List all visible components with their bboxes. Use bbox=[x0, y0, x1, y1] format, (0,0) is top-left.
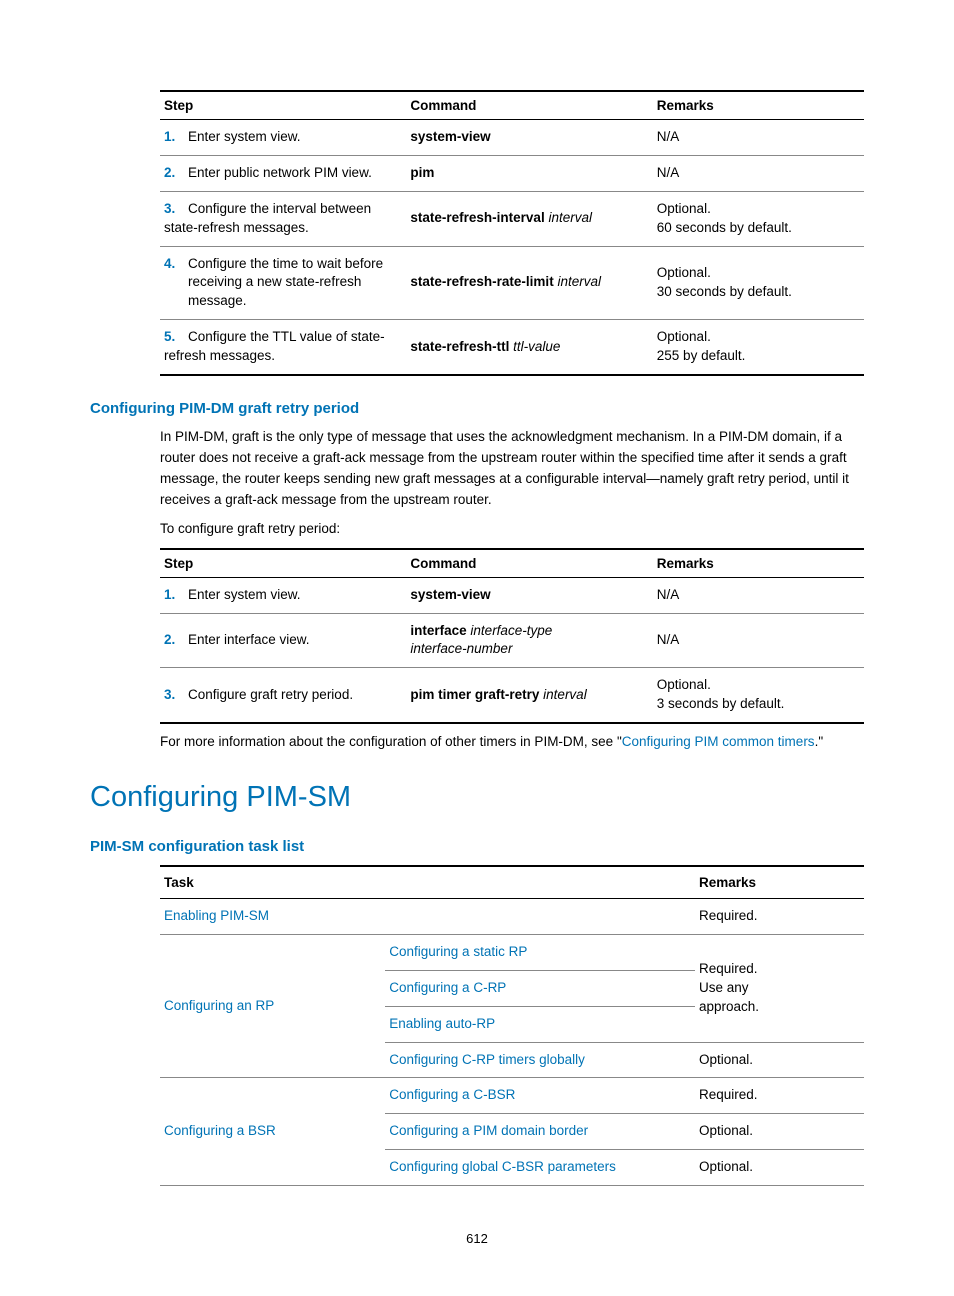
remarks-text: N/A bbox=[653, 613, 864, 668]
command-arg2: interface-number bbox=[410, 641, 512, 656]
remarks-line1: Optional. bbox=[657, 329, 711, 344]
command-bold: interface bbox=[410, 623, 466, 638]
command-arg: interval bbox=[554, 274, 601, 289]
command-bold: pim timer graft-retry bbox=[410, 687, 539, 702]
text-after-link: ." bbox=[815, 734, 824, 749]
command-bold: state-refresh-interval bbox=[410, 210, 544, 225]
table-row: 1.Enter system view. system-view N/A bbox=[160, 577, 864, 613]
link-config-c-bsr[interactable]: Configuring a C-BSR bbox=[389, 1087, 515, 1102]
th-command: Command bbox=[406, 91, 652, 120]
link-enable-auto-rp[interactable]: Enabling auto-RP bbox=[389, 1016, 495, 1031]
table-row: Enabling PIM-SM Required. bbox=[160, 899, 864, 935]
command-arg: interval bbox=[545, 210, 592, 225]
remarks-text: Optional. bbox=[695, 1114, 864, 1150]
table-row: 2.Enter public network PIM view. pim N/A bbox=[160, 155, 864, 191]
content-area: Step Command Remarks 1.Enter system view… bbox=[160, 90, 864, 376]
step-text: Enter interface view. bbox=[188, 632, 310, 647]
link-config-static-rp[interactable]: Configuring a static RP bbox=[389, 944, 527, 959]
page-number: 612 bbox=[0, 1231, 954, 1246]
remarks-merged: Required. Use any approach. bbox=[695, 934, 864, 1042]
link-config-pim-domain-border[interactable]: Configuring a PIM domain border bbox=[389, 1123, 588, 1138]
paragraph: In PIM-DM, graft is the only type of mes… bbox=[160, 427, 864, 511]
step-number: 3. bbox=[164, 200, 188, 219]
command-arg: ttl-value bbox=[509, 339, 560, 354]
remarks-line2: 3 seconds by default. bbox=[657, 696, 785, 711]
step-text: Enter system view. bbox=[188, 129, 301, 144]
command-arg: interval bbox=[539, 687, 586, 702]
step-number: 1. bbox=[164, 128, 188, 147]
step-text: Enter system view. bbox=[188, 587, 301, 602]
step-text: Configure the time to wait before receiv… bbox=[188, 255, 388, 312]
remarks-line: Required. bbox=[699, 961, 758, 976]
page-container: Step Command Remarks 1.Enter system view… bbox=[0, 0, 954, 1296]
graft-retry-config-table: Step Command Remarks 1.Enter system view… bbox=[160, 548, 864, 724]
remarks-text: Optional. bbox=[695, 1150, 864, 1186]
state-refresh-config-table: Step Command Remarks 1.Enter system view… bbox=[160, 90, 864, 376]
content-area: In PIM-DM, graft is the only type of mes… bbox=[160, 427, 864, 753]
table-row: Configuring a BSR Configuring a C-BSR Re… bbox=[160, 1078, 864, 1114]
step-number: 2. bbox=[164, 631, 188, 650]
link-config-c-rp[interactable]: Configuring a C-RP bbox=[389, 980, 506, 995]
paragraph-with-link: For more information about the configura… bbox=[160, 732, 864, 753]
link-configuring-a-bsr[interactable]: Configuring a BSR bbox=[164, 1123, 276, 1138]
remarks-line: Use any bbox=[699, 980, 749, 995]
table-row: 3.Configure the interval between state-r… bbox=[160, 191, 864, 246]
command-text: system-view bbox=[410, 129, 490, 144]
remarks-text: N/A bbox=[653, 120, 864, 156]
heading-configuring-pim-sm: Configuring PIM-SM bbox=[90, 781, 864, 814]
remarks-line2: 30 seconds by default. bbox=[657, 284, 792, 299]
text-before-link: For more information about the configura… bbox=[160, 734, 622, 749]
subheading-graft-retry: Configuring PIM-DM graft retry period bbox=[90, 400, 864, 417]
table-row: 1.Enter system view. system-view N/A bbox=[160, 120, 864, 156]
th-step: Step bbox=[160, 91, 406, 120]
table-row: 4.Configure the time to wait before rece… bbox=[160, 246, 864, 320]
command-text: pim bbox=[410, 165, 434, 180]
remarks-text: Required. bbox=[695, 899, 864, 935]
paragraph: To configure graft retry period: bbox=[160, 519, 864, 540]
step-text: Configure the interval between state-ref… bbox=[164, 201, 371, 235]
remarks-line2: 60 seconds by default. bbox=[657, 220, 792, 235]
th-remarks: Remarks bbox=[653, 549, 864, 578]
remarks-line1: Optional. bbox=[657, 265, 711, 280]
command-text: system-view bbox=[410, 587, 490, 602]
remarks-text: Optional. bbox=[695, 1042, 864, 1078]
th-remarks: Remarks bbox=[695, 866, 864, 899]
th-remarks: Remarks bbox=[653, 91, 864, 120]
link-configuring-an-rp[interactable]: Configuring an RP bbox=[164, 998, 274, 1013]
step-text: Configure the TTL value of state-refresh… bbox=[164, 329, 385, 363]
table-row: 5.Configure the TTL value of state-refre… bbox=[160, 320, 864, 375]
link-pim-common-timers[interactable]: Configuring PIM common timers bbox=[622, 734, 815, 749]
link-enabling-pim-sm[interactable]: Enabling PIM-SM bbox=[164, 908, 269, 923]
step-number: 1. bbox=[164, 586, 188, 605]
th-step: Step bbox=[160, 549, 406, 578]
remarks-line: approach. bbox=[699, 999, 759, 1014]
remarks-line2: 255 by default. bbox=[657, 348, 746, 363]
remarks-text: Required. bbox=[695, 1078, 864, 1114]
step-number: 4. bbox=[164, 255, 188, 274]
table-row: 3.Configure graft retry period. pim time… bbox=[160, 668, 864, 723]
th-task: Task bbox=[160, 866, 695, 899]
link-config-global-cbsr-params[interactable]: Configuring global C-BSR parameters bbox=[389, 1159, 616, 1174]
command-bold: state-refresh-ttl bbox=[410, 339, 509, 354]
table-row: 2.Enter interface view. interface interf… bbox=[160, 613, 864, 668]
remarks-text: N/A bbox=[653, 155, 864, 191]
remarks-line1: Optional. bbox=[657, 677, 711, 692]
remarks-line1: Optional. bbox=[657, 201, 711, 216]
step-number: 5. bbox=[164, 328, 188, 347]
step-text: Enter public network PIM view. bbox=[188, 165, 372, 180]
step-number: 3. bbox=[164, 686, 188, 705]
pim-sm-task-table: Task Remarks Enabling PIM-SM Required. C… bbox=[160, 865, 864, 1186]
table-row: Configuring an RP Configuring a static R… bbox=[160, 934, 864, 970]
command-bold: state-refresh-rate-limit bbox=[410, 274, 553, 289]
link-config-crp-timers[interactable]: Configuring C-RP timers globally bbox=[389, 1052, 585, 1067]
subheading-pim-sm-task-list: PIM-SM configuration task list bbox=[90, 838, 864, 855]
command-arg: interface-type bbox=[467, 623, 553, 638]
remarks-text: N/A bbox=[653, 577, 864, 613]
content-area: Task Remarks Enabling PIM-SM Required. C… bbox=[160, 865, 864, 1186]
th-command: Command bbox=[406, 549, 652, 578]
step-text: Configure graft retry period. bbox=[188, 687, 353, 702]
step-number: 2. bbox=[164, 164, 188, 183]
